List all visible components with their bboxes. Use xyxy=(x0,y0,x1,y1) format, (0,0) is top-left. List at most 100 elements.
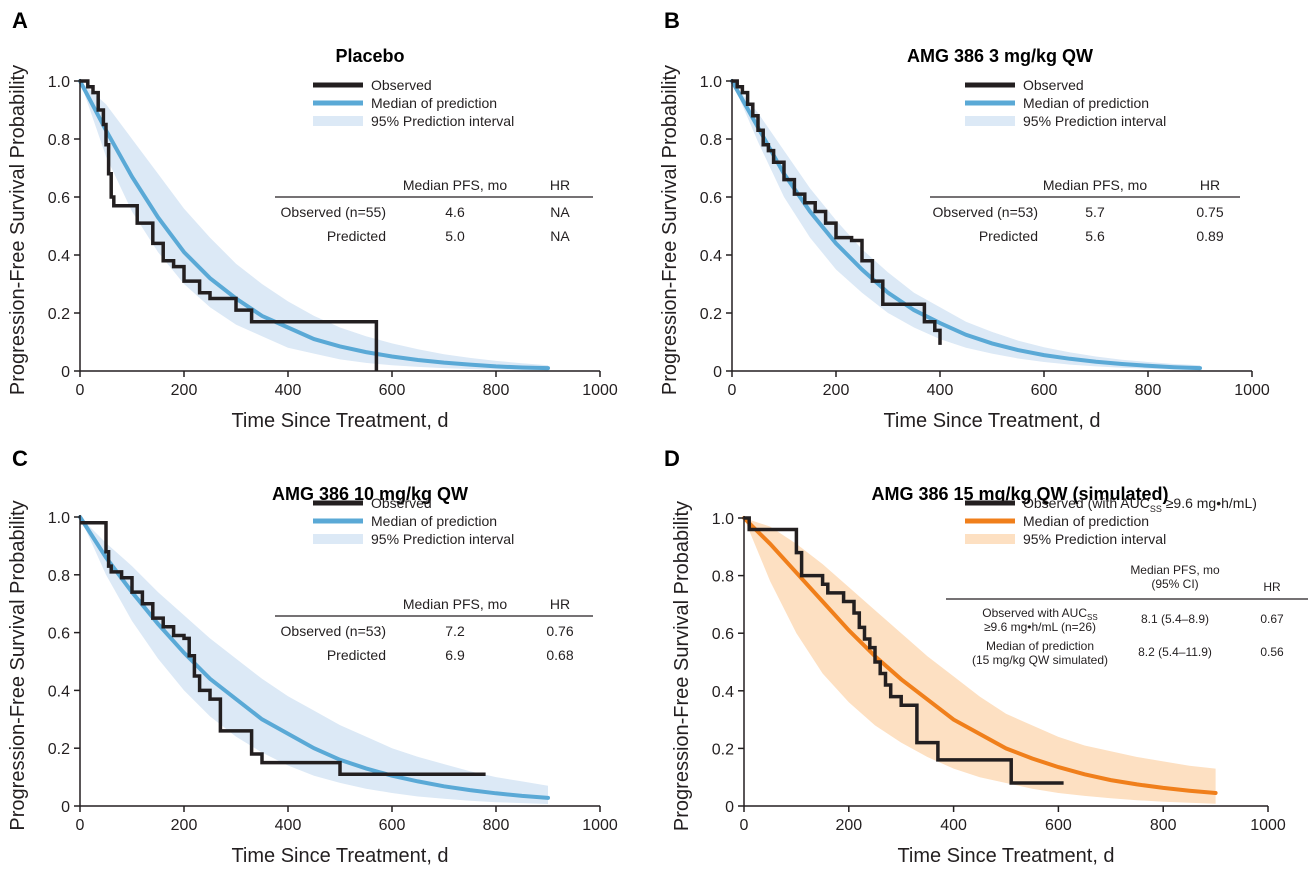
table-cell: NA xyxy=(550,228,570,244)
panel-a: A Placebo 0 200 400 600 800 1000 0 0.2 0.4 0.6 0.8 1.… xyxy=(7,8,618,432)
x-tick-label: 400 xyxy=(927,382,954,399)
table-row-label: Observed (n=53) xyxy=(281,623,386,639)
legend-label: 95% Prediction interval xyxy=(371,113,514,129)
x-tick-label: 1000 xyxy=(582,382,618,399)
table-row-label: Predicted xyxy=(979,228,1038,244)
table-row-label: Observed with AUCSS xyxy=(982,606,1097,622)
y-tick-label: 0.4 xyxy=(48,683,70,700)
median-prediction-line xyxy=(78,79,550,371)
panel-letter: C xyxy=(12,446,28,471)
y-tick-label: 0.2 xyxy=(712,741,734,758)
y-axis-title: Progression-Free Survival Probability xyxy=(7,65,29,395)
y-axis-title: Progression-Free Survival Probability xyxy=(659,65,681,395)
table-header: (95% CI) xyxy=(1151,577,1198,591)
table-cell: 0.68 xyxy=(546,647,573,663)
y-tick-label: 0.6 xyxy=(712,626,734,643)
y-tick-label: 0.4 xyxy=(48,248,70,265)
table-header: HR xyxy=(550,596,570,612)
y-tick-label: 0.6 xyxy=(700,190,722,207)
y-tick-label: 1.0 xyxy=(48,74,70,91)
x-tick-label: 400 xyxy=(275,382,302,399)
x-tick-label: 1000 xyxy=(582,817,618,834)
legend: Observed Median of prediction 95% Predicti… xyxy=(313,77,514,129)
x-tick-label: 800 xyxy=(483,817,510,834)
table-cell: 0.56 xyxy=(1260,645,1284,659)
panel-title: AMG 386 3 mg/kg QW xyxy=(907,46,1093,66)
observed-km-line xyxy=(732,79,942,345)
y-tick-label: 0 xyxy=(61,364,70,381)
x-tick-label: 1000 xyxy=(1234,382,1270,399)
y-tick-label: 0.4 xyxy=(712,684,734,701)
table-header: HR xyxy=(550,177,570,193)
x-tick-label: 200 xyxy=(171,382,198,399)
observed-km-line xyxy=(80,521,486,776)
legend-subscript: SS xyxy=(1150,504,1162,514)
table-row-label: Median of prediction xyxy=(986,639,1094,653)
legend-label: Median of prediction xyxy=(1023,95,1149,111)
panel-b: B AMG 386 3 mg/kg QW 0 200 400 600 800 1000 0 0.2… xyxy=(659,8,1270,432)
observed-km-line xyxy=(744,516,1064,785)
median-prediction-line xyxy=(78,515,550,800)
table-row-label: ≥9.6 mg•h/mL (n=26) xyxy=(984,620,1096,634)
panel-c: C AMG 386 10 mg/kg QW 0 200 400 600 800 1000 0 0.… xyxy=(7,446,618,867)
table-row-label: Predicted xyxy=(327,228,386,244)
legend-label: 95% Prediction interval xyxy=(1023,113,1166,129)
legend-label: Observed xyxy=(371,495,432,511)
table-cell: 8.1 (5.4–8.9) xyxy=(1141,612,1209,626)
x-tick-label: 600 xyxy=(379,817,406,834)
y-tick-label: 0.6 xyxy=(48,190,70,207)
legend-label: Observed xyxy=(371,77,432,93)
x-tick-label: 0 xyxy=(76,382,85,399)
panel-letter: B xyxy=(664,8,680,33)
panel-letter: A xyxy=(12,8,28,33)
summary-table: Median PFS, mo HR Observed (n=55) 4.6 NA Pred… xyxy=(275,177,593,244)
table-cell: NA xyxy=(550,204,570,220)
y-tick-label: 0.8 xyxy=(48,568,70,585)
legend-label: 95% Prediction interval xyxy=(371,531,514,547)
x-tick-label: 800 xyxy=(1150,817,1177,834)
y-tick-label: 0.2 xyxy=(48,741,70,758)
panel-title: AMG 386 10 mg/kg QW xyxy=(272,484,468,504)
x-tick-label: 400 xyxy=(940,817,967,834)
y-tick-label: 0 xyxy=(725,799,734,816)
prediction-interval-band xyxy=(732,81,1200,371)
y-tick-label: 0.2 xyxy=(700,306,722,323)
summary-table: Median PFS, mo HR Observed (n=53) 5.7 0.75 Pr… xyxy=(930,177,1240,244)
x-axis-title: Time Since Treatment, d xyxy=(883,410,1100,432)
legend: Observed Median of prediction 95% Predicti… xyxy=(965,77,1166,129)
table-row-label-part: Median of prediction xyxy=(986,639,1094,653)
legend-text-part: ≥9.6 mg•h/mL) xyxy=(1162,495,1257,511)
legend: Observed Median of prediction 95% Predicti… xyxy=(313,495,514,547)
table-header: Median PFS, mo xyxy=(1130,563,1220,577)
y-tick-label: 0 xyxy=(713,364,722,381)
table-header: HR xyxy=(1263,580,1281,594)
table-cell: 5.7 xyxy=(1085,204,1105,220)
legend-text-part: Observed (with AUC xyxy=(1023,495,1150,511)
legend-label: Median of prediction xyxy=(371,95,497,111)
x-tick-label: 800 xyxy=(1135,382,1162,399)
y-tick-label: 0.4 xyxy=(700,248,722,265)
table-cell: 0.75 xyxy=(1196,204,1223,220)
y-tick-label: 0 xyxy=(61,799,70,816)
table-subscript: SS xyxy=(1087,613,1098,622)
legend-label: Median of prediction xyxy=(1023,513,1149,529)
table-row-label: Observed (n=53) xyxy=(933,204,1038,220)
table-header: Median PFS, mo xyxy=(1043,177,1147,193)
y-axis-title: Progression-Free Survival Probability xyxy=(671,501,693,831)
y-tick-label: 1.0 xyxy=(712,511,734,528)
legend: Observed (with AUCSS ≥9.6 mg•h/mL) Median… xyxy=(965,495,1257,547)
x-axis-title: Time Since Treatment, d xyxy=(897,845,1114,867)
table-cell: 0.76 xyxy=(546,623,573,639)
x-axis-title: Time Since Treatment, d xyxy=(231,410,448,432)
y-tick-label: 0.2 xyxy=(48,306,70,323)
y-tick-label: 0.8 xyxy=(700,132,722,149)
legend-label: Observed xyxy=(1023,77,1084,93)
legend-label: Median of prediction xyxy=(371,513,497,529)
table-cell: 4.6 xyxy=(445,204,465,220)
observed-km-line xyxy=(80,79,379,371)
table-cell: 0.67 xyxy=(1260,612,1284,626)
y-tick-label: 0.8 xyxy=(712,569,734,586)
x-axis-title: Time Since Treatment, d xyxy=(231,845,448,867)
